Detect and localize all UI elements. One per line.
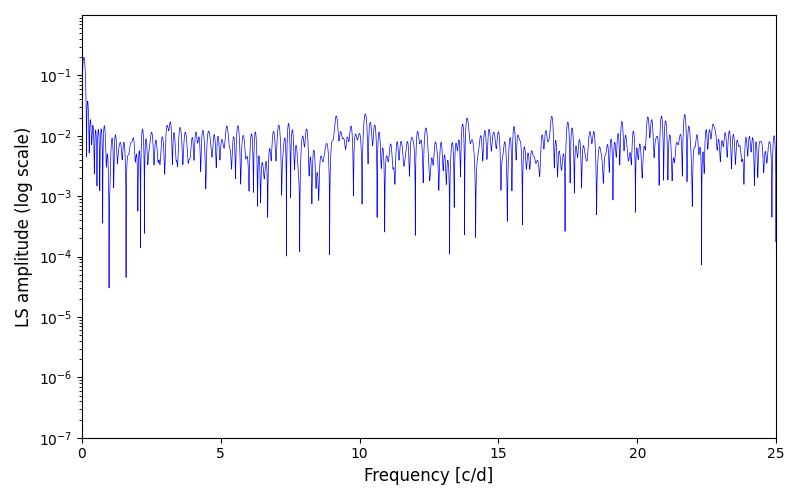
X-axis label: Frequency [c/d]: Frequency [c/d] bbox=[364, 467, 494, 485]
Y-axis label: LS amplitude (log scale): LS amplitude (log scale) bbox=[15, 126, 33, 326]
